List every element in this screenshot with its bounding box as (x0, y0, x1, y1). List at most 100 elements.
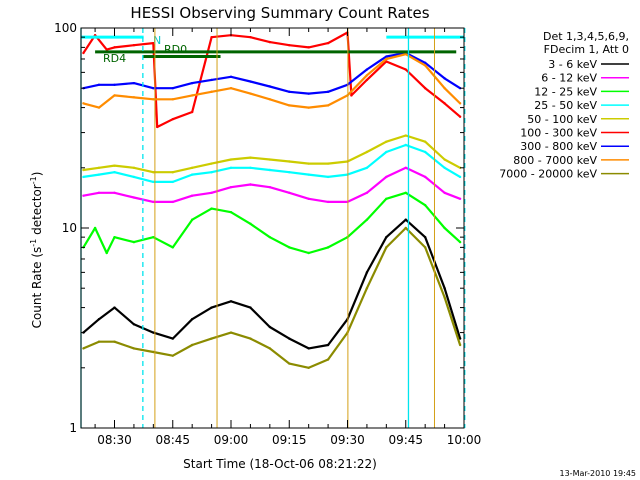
data-point (97, 340, 101, 343)
y-tick-label: 100 (54, 21, 77, 35)
data-point (423, 175, 427, 179)
data-point (152, 235, 155, 239)
data-point (190, 173, 194, 176)
data-point (171, 200, 174, 204)
data-point (113, 306, 116, 309)
data-point (132, 196, 136, 199)
data-point (210, 171, 213, 174)
data-point (385, 140, 388, 143)
x-tick-label: 09:45 (388, 433, 423, 447)
data-point (365, 150, 369, 154)
data-point (190, 166, 194, 169)
data-point (105, 251, 108, 255)
data-point (132, 81, 136, 85)
footer-timestamp: 13-Mar-2010 19:45 (560, 469, 637, 478)
data-point (307, 46, 310, 49)
data-point (307, 106, 310, 109)
data-point (132, 175, 136, 179)
data-point (404, 166, 407, 169)
data-point (268, 158, 272, 161)
data-point (93, 226, 97, 230)
data-point (249, 92, 252, 95)
series-line (83, 134, 461, 174)
legend-label: 50 - 100 keV (527, 113, 597, 126)
y-axis-label: Count Rate (s-1 detector-1) (29, 172, 44, 329)
data-point (268, 235, 272, 239)
data-point (307, 347, 310, 350)
y-tick-label: 1 (69, 421, 77, 435)
data-point (152, 87, 155, 90)
data-point (171, 87, 174, 90)
y-tick-label: 10 (62, 221, 77, 235)
data-point (249, 306, 252, 309)
data-point (385, 235, 388, 239)
x-axis-label: Start Time (18-Oct-06 08:21:22) (183, 457, 377, 471)
legend-label: 12 - 25 keV (534, 85, 597, 98)
data-point (307, 197, 310, 200)
data-point (210, 90, 213, 93)
data-point (365, 166, 369, 169)
legend-label: 6 - 12 keV (541, 72, 597, 85)
data-point (268, 325, 272, 329)
data-point (268, 347, 272, 350)
data-point (249, 183, 252, 186)
data-point (152, 41, 155, 45)
data-point (113, 83, 116, 86)
data-point (443, 296, 446, 299)
data-point (82, 51, 85, 55)
data-point (385, 246, 388, 249)
data-point (229, 185, 233, 189)
data-point (229, 158, 233, 161)
legend-label: 7000 - 20000 keV (499, 168, 597, 181)
data-point (97, 106, 101, 109)
data-point (458, 115, 462, 118)
data-point (210, 306, 213, 309)
data-point (97, 191, 101, 194)
data-point (190, 81, 194, 85)
legend-label: 800 - 7000 keV (513, 154, 597, 167)
data-point (326, 90, 330, 93)
data-point (326, 200, 330, 204)
x-tick-label: 10:00 (447, 433, 482, 447)
data-point (210, 162, 213, 165)
data-point (443, 166, 446, 169)
data-point (365, 287, 369, 290)
data-point (288, 337, 291, 340)
state-bar-label: N (153, 34, 161, 47)
data-point (326, 175, 330, 179)
data-point (132, 96, 136, 99)
data-point (152, 171, 155, 174)
data-point (97, 317, 101, 321)
data-point (458, 175, 462, 179)
data-point (365, 271, 369, 274)
data-point (171, 117, 174, 121)
x-tick-label: 09:30 (330, 433, 365, 447)
data-point (443, 287, 446, 290)
data-point (423, 61, 427, 64)
data-point (443, 87, 446, 90)
data-point (132, 44, 136, 47)
data-point (152, 331, 155, 334)
data-point (229, 75, 233, 79)
data-point (288, 90, 291, 93)
data-point (404, 143, 407, 147)
series-line (82, 226, 462, 369)
data-point (171, 246, 174, 249)
data-point (423, 150, 427, 154)
data-point (288, 246, 291, 249)
data-point (326, 358, 330, 361)
data-point (82, 102, 85, 105)
series-line (83, 53, 461, 109)
data-point (152, 200, 155, 204)
data-point (385, 55, 388, 58)
data-point (307, 173, 310, 176)
data-point (423, 64, 427, 67)
x-axis-ticks: 08:30 08:45 09:00 09:15 09:30 09:45 10:00 (94, 28, 482, 447)
data-point (385, 197, 388, 200)
data-point (350, 94, 353, 97)
data-point (171, 337, 174, 340)
data-point (171, 180, 174, 184)
data-point (132, 240, 136, 244)
state-bar-label: RD4 (103, 52, 126, 65)
